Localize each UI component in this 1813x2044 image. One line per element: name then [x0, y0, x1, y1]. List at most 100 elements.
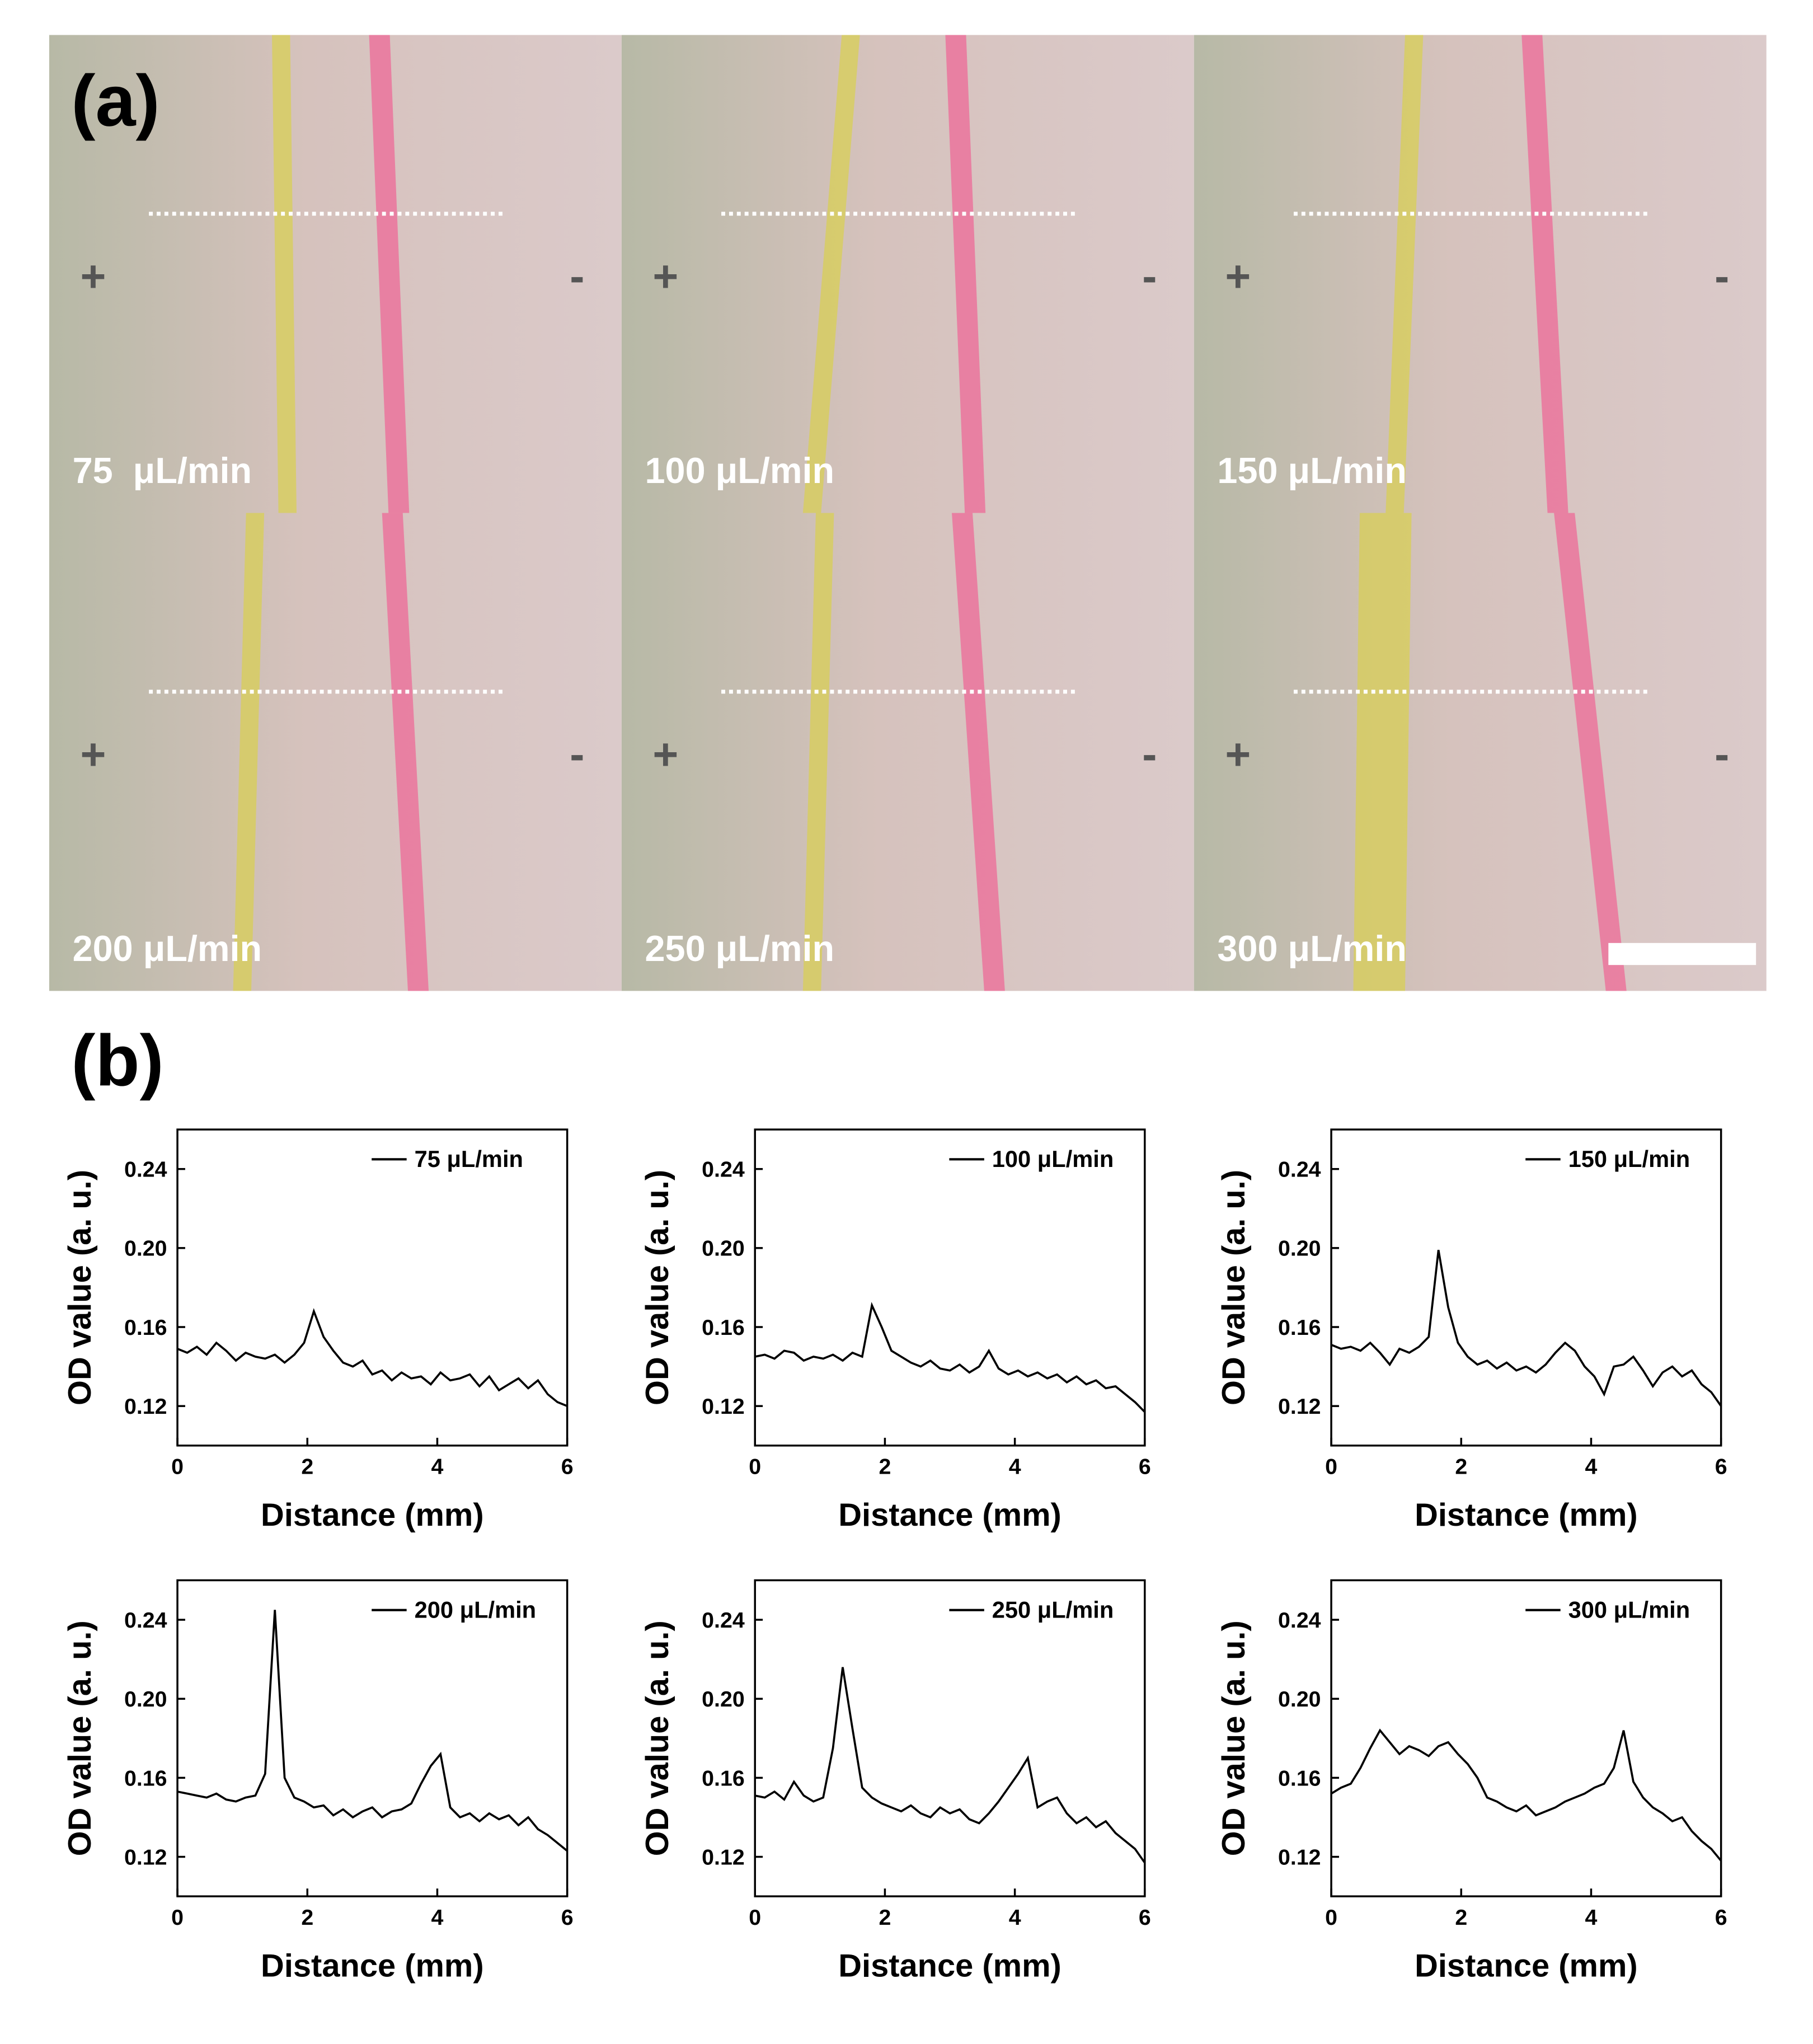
flow-rate-label: 75 μL/min [73, 450, 252, 491]
x-tick-label: 6 [561, 1455, 574, 1479]
x-tick-label: 4 [431, 1455, 444, 1479]
y-axis-label: OD value (a. u.) [62, 1170, 98, 1405]
x-tick-label: 6 [561, 1905, 574, 1930]
x-tick-label: 6 [1715, 1455, 1727, 1479]
data-line [1331, 1250, 1722, 1407]
legend-label: 250 μL/min [992, 1597, 1114, 1623]
y-tick-label: 0.12 [702, 1845, 745, 1869]
x-axis-label: Distance (mm) [838, 1497, 1062, 1533]
scale-bar [1608, 943, 1756, 965]
chart: 0 2 4 6 0.12 0.16 0.20 0.24 Distance (mm) OD valu… [1216, 1128, 1727, 1533]
plot-frame [1330, 1128, 1722, 1447]
data-line [1331, 1728, 1722, 1862]
flow-rate-label: 250 μL/min [645, 928, 835, 969]
plus-sign: + [652, 730, 678, 779]
chart: 0 2 4 6 0.12 0.16 0.20 0.24 Distance (mm) OD valu… [1216, 1579, 1727, 1984]
flow-rate-label: 300 μL/min [1217, 928, 1407, 969]
panel-label: (b) [71, 1020, 163, 1101]
data-line [754, 1302, 1146, 1413]
data-line [754, 1667, 1146, 1864]
y-tick-label: 0.24 [124, 1157, 167, 1182]
y-tick-label: 0.24 [124, 1608, 167, 1633]
yellow-band [233, 513, 265, 991]
pink-band [1554, 513, 1627, 991]
minus-sign: - [570, 252, 584, 301]
legend-label: 100 μL/min [992, 1146, 1114, 1172]
chart: 0 2 4 6 0.12 0.16 0.20 0.24 Distance (mm) OD valu… [62, 1128, 574, 1533]
y-tick-label: 0.20 [702, 1236, 745, 1261]
y-tick-label: 0.24 [1278, 1157, 1321, 1182]
yellow-band [1353, 513, 1412, 991]
y-axis-label: OD value (a. u.) [62, 1620, 98, 1856]
y-tick-label: 0.16 [1278, 1315, 1321, 1340]
plot-frame [754, 1128, 1146, 1447]
minus-sign: - [1142, 730, 1157, 779]
x-axis-label: Distance (mm) [1415, 1497, 1638, 1533]
x-tick-label: 6 [1139, 1905, 1151, 1930]
x-axis-label: Distance (mm) [838, 1948, 1062, 1984]
flow-rate-label: 150 μL/min [1217, 450, 1407, 491]
y-axis-label: OD value (a. u.) [1216, 1620, 1252, 1856]
x-tick-label: 4 [1585, 1455, 1598, 1479]
y-tick-label: 0.12 [1278, 1845, 1321, 1869]
x-tick-label: 0 [171, 1455, 184, 1479]
chart: 0 2 4 6 0.12 0.16 0.20 0.24 Distance (mm) OD valu… [640, 1579, 1151, 1984]
y-tick-label: 0.16 [124, 1315, 167, 1340]
x-axis-label: Distance (mm) [261, 1497, 484, 1533]
data-line [177, 1610, 568, 1852]
pink-band [945, 35, 986, 513]
plus-sign: + [652, 252, 678, 301]
plot-frame [176, 1128, 569, 1447]
flow-rate-label: 200 μL/min [73, 928, 262, 969]
y-tick-label: 0.16 [1278, 1766, 1321, 1790]
yellow-band [1385, 35, 1424, 513]
minus-sign: - [570, 730, 584, 779]
y-axis-label: OD value (a. u.) [640, 1170, 675, 1405]
x-tick-label: 0 [749, 1455, 761, 1479]
yellow-band [802, 513, 834, 991]
x-axis-label: Distance (mm) [261, 1948, 484, 1984]
plot-frame [1330, 1579, 1722, 1897]
x-axis-label: Distance (mm) [1415, 1948, 1638, 1984]
legend-label: 300 μL/min [1568, 1597, 1690, 1623]
y-tick-label: 0.20 [1278, 1687, 1321, 1712]
y-tick-label: 0.24 [1278, 1608, 1321, 1633]
x-tick-label: 0 [171, 1905, 184, 1930]
x-tick-label: 4 [1009, 1905, 1021, 1930]
x-tick-label: 4 [1009, 1455, 1021, 1479]
minus-sign: - [1142, 252, 1157, 301]
yellow-band [802, 35, 860, 513]
y-axis-label: OD value (a. u.) [1216, 1170, 1252, 1405]
minus-sign: - [1715, 252, 1729, 301]
plus-sign: + [80, 730, 106, 779]
plot-frame [754, 1579, 1146, 1897]
flow-rate-label: 100 μL/min [645, 450, 835, 491]
y-tick-label: 0.20 [124, 1236, 167, 1261]
data-line [177, 1308, 568, 1407]
plot-frame [176, 1579, 569, 1897]
x-tick-label: 0 [1325, 1905, 1337, 1930]
y-tick-label: 0.12 [1278, 1394, 1321, 1419]
legend-label: 150 μL/min [1568, 1146, 1690, 1172]
y-tick-label: 0.12 [702, 1394, 745, 1419]
y-axis-label: OD value (a. u.) [640, 1620, 675, 1856]
x-tick-label: 4 [431, 1905, 444, 1930]
chart: 0 2 4 6 0.12 0.16 0.20 0.24 Distance (mm) OD valu… [640, 1128, 1151, 1533]
plus-sign: + [80, 252, 106, 301]
y-tick-label: 0.16 [702, 1315, 745, 1340]
pink-band [382, 513, 429, 991]
panel-label: (a) [71, 61, 159, 142]
photo-tile [1194, 513, 1767, 991]
x-tick-label: 2 [301, 1905, 313, 1930]
photo-tile [49, 513, 622, 991]
pink-band [369, 35, 410, 513]
x-tick-label: 2 [879, 1455, 891, 1479]
y-tick-label: 0.16 [702, 1766, 745, 1790]
yellow-band [272, 35, 297, 513]
y-tick-label: 0.24 [702, 1157, 745, 1182]
x-tick-label: 0 [749, 1905, 761, 1930]
pink-band [952, 513, 1005, 991]
chart: 0 2 4 6 0.12 0.16 0.20 0.24 Distance (mm) OD valu… [62, 1579, 574, 1984]
x-tick-label: 0 [1325, 1455, 1337, 1479]
x-tick-label: 6 [1139, 1455, 1151, 1479]
